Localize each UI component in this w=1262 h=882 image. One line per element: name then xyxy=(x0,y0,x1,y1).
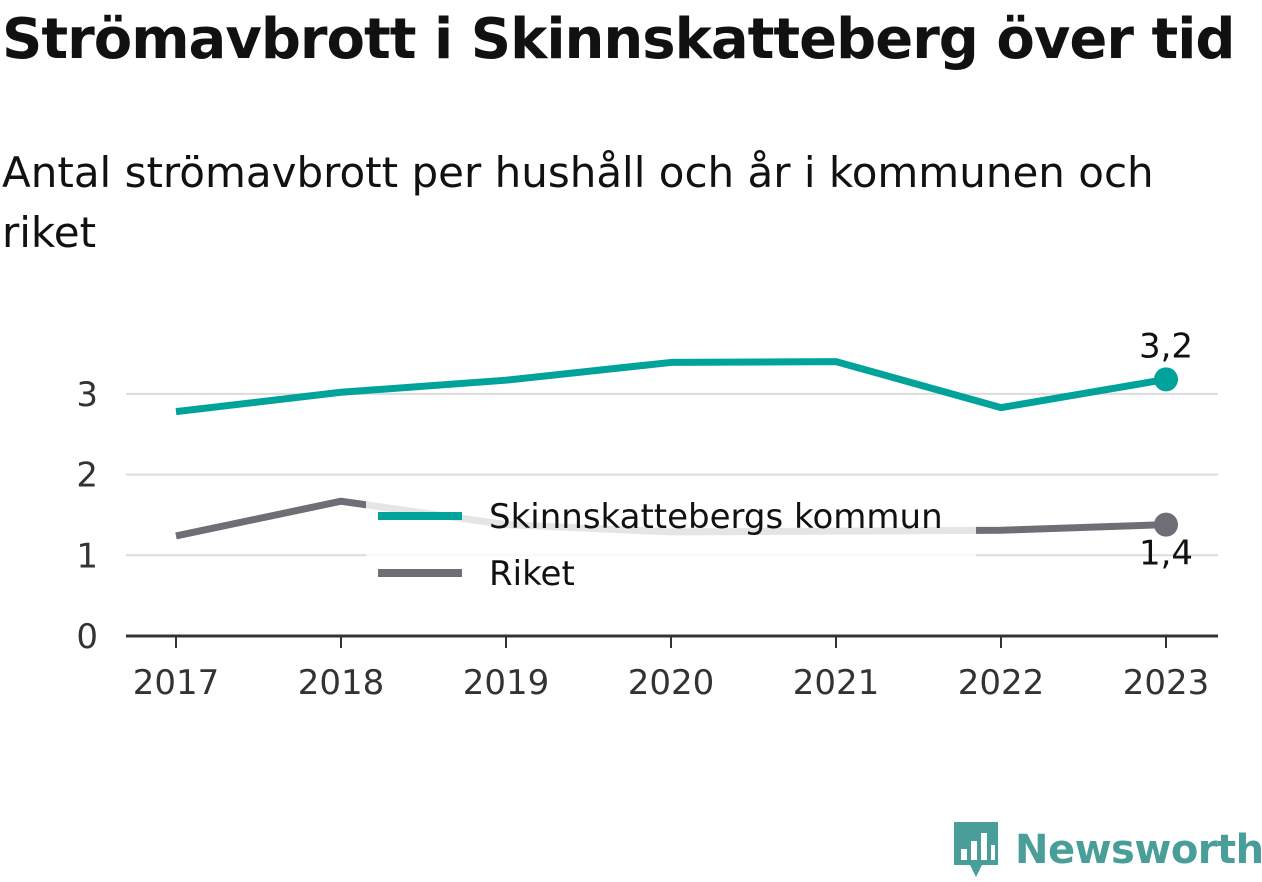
x-tick-label: 2021 xyxy=(793,663,880,703)
chart-title: Strömavbrott i Skinnskatteberg över tid xyxy=(2,7,1236,72)
x-tick-label: 2017 xyxy=(133,663,220,703)
series-end-point xyxy=(1154,367,1178,392)
x-tick-label: 2023 xyxy=(1123,663,1210,703)
end-value-label: 3,2 xyxy=(1139,326,1193,366)
y-tick-label: 0 xyxy=(76,617,98,657)
y-tick-label: 2 xyxy=(76,456,98,496)
brand-name: Newsworthy xyxy=(1015,827,1262,873)
y-tick-label: 3 xyxy=(76,375,98,415)
y-axis-ticks: 0 1 2 3 xyxy=(76,375,98,657)
x-axis: 2017 2018 2019 2020 2021 2022 2023 xyxy=(126,634,1218,703)
x-tick-label: 2019 xyxy=(463,663,550,703)
end-value-label: 1,4 xyxy=(1139,534,1193,574)
series-end-point xyxy=(1154,512,1178,537)
legend-label: Riket xyxy=(489,554,575,594)
series-line xyxy=(175,358,1167,416)
x-tick-label: 2018 xyxy=(298,663,385,703)
legend-background xyxy=(366,492,976,602)
x-tick-label: 2020 xyxy=(628,663,715,703)
y-tick-label: 1 xyxy=(76,536,98,576)
legend-label: Skinnskattebergs kommun xyxy=(489,497,943,537)
chart-subtitle: Antal strömavbrott per hushåll och år i … xyxy=(2,148,1154,257)
legend: Skinnskattebergs kommun Riket xyxy=(366,492,976,602)
end-labels: 3,2 1,4 xyxy=(1139,326,1193,573)
x-tick-label: 2022 xyxy=(958,663,1045,703)
bar-chart-speech-bubble-icon xyxy=(954,822,998,877)
brand-logo: Newsworthy xyxy=(951,818,1262,882)
